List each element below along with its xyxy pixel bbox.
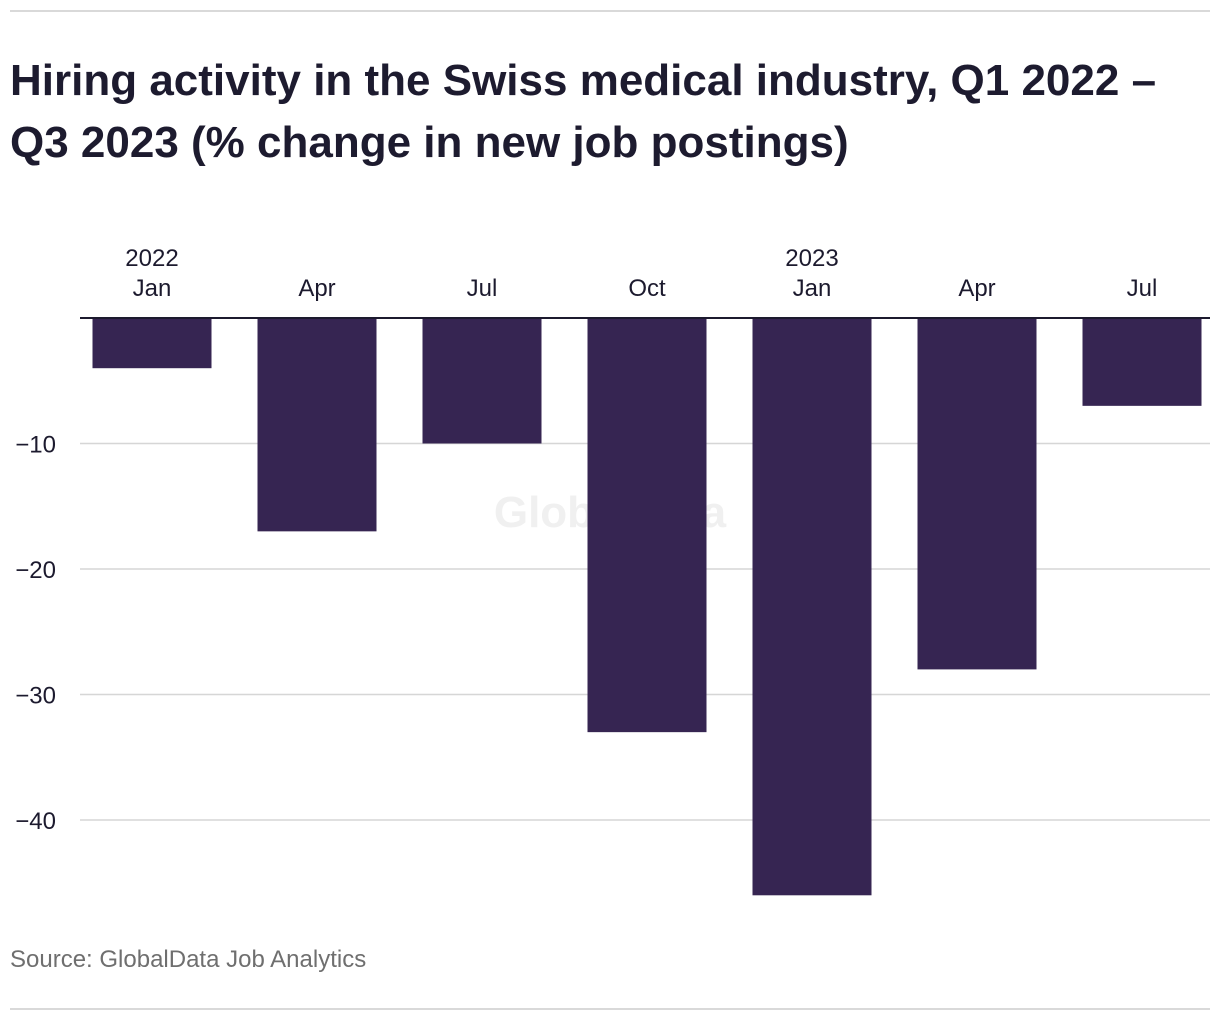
x-tick-label: Jul: [467, 275, 498, 302]
top-rule: [10, 10, 1210, 12]
bottom-rule: [10, 1008, 1210, 1010]
x-tick-label: Jul: [1127, 275, 1158, 302]
bar-0: [92, 318, 212, 369]
y-tick-label: −20: [15, 557, 56, 584]
y-tick-label: −40: [15, 808, 56, 835]
bar-6: [1082, 318, 1202, 406]
bar-3: [587, 318, 707, 733]
bar-2: [422, 318, 542, 444]
bar-4: [752, 318, 872, 896]
bar-5: [917, 318, 1037, 670]
x-year-label: 2023: [785, 245, 838, 272]
bar-1: [257, 318, 377, 532]
x-tick-label: Oct: [628, 275, 666, 302]
x-tick-label: Jan: [793, 275, 832, 302]
x-tick-label: Apr: [958, 275, 995, 302]
x-tick-label: Apr: [298, 275, 335, 302]
x-tick-label: Jan: [133, 275, 172, 302]
source-note: Source: GlobalData Job Analytics: [10, 946, 367, 973]
y-tick-label: −10: [15, 432, 56, 459]
x-year-label: 2022: [125, 245, 178, 272]
chart-title: Hiring activity in the Swiss medical ind…: [10, 56, 1157, 167]
y-tick-label: −30: [15, 683, 56, 710]
